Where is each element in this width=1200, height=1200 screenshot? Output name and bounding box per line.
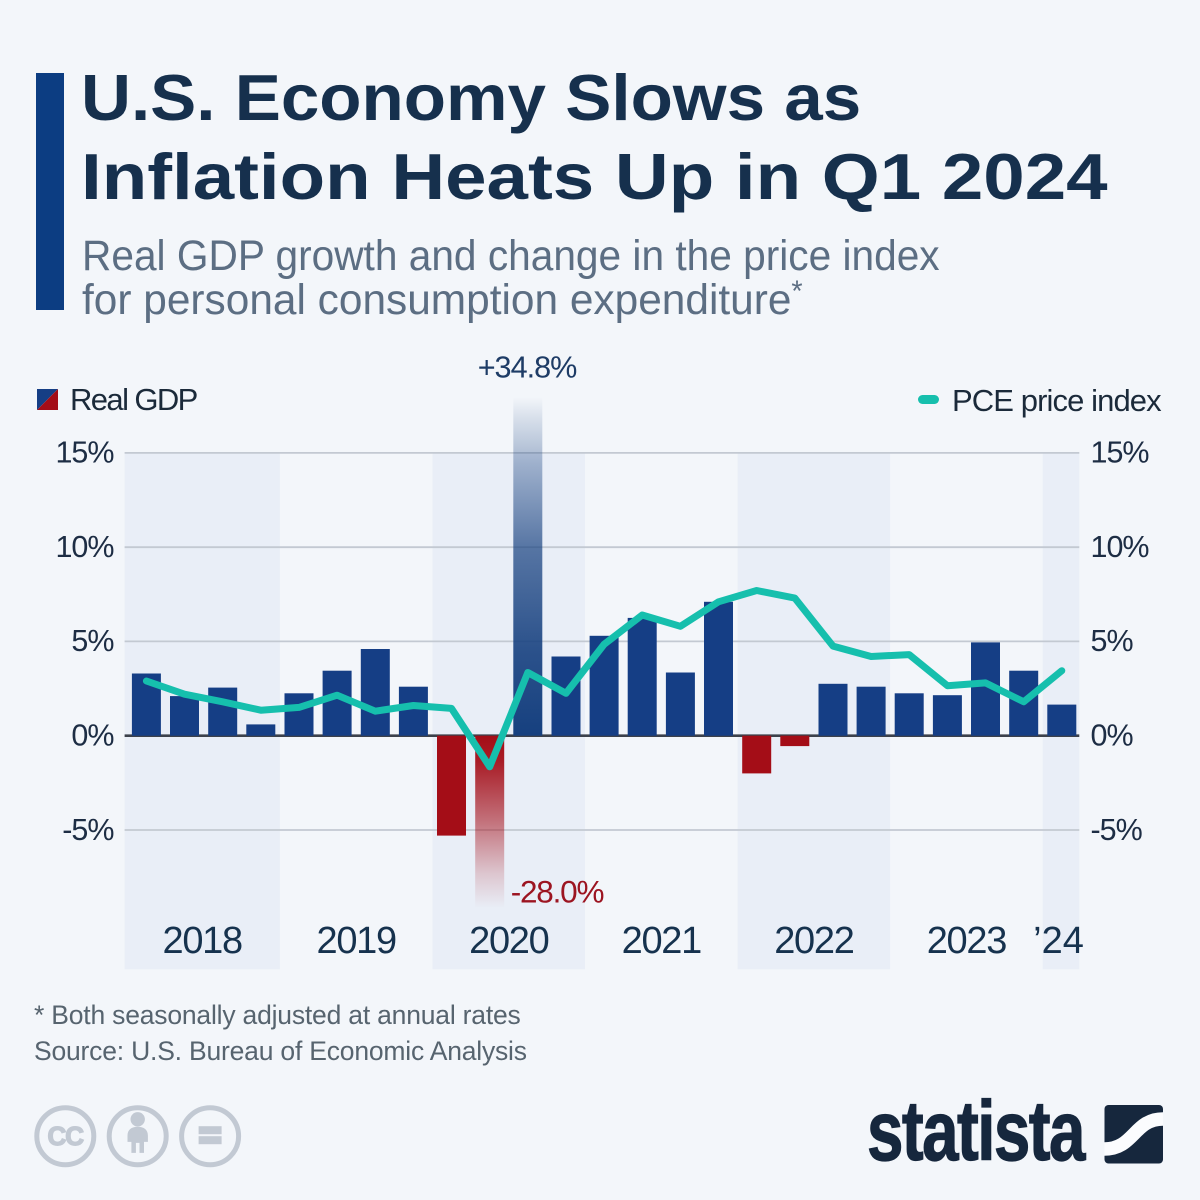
svg-text:5%: 5% [71, 624, 114, 658]
svg-text:CC: CC [48, 1121, 85, 1151]
svg-text:-5%: -5% [1091, 813, 1143, 847]
svg-text:15%: 15% [1091, 436, 1150, 470]
svg-text:+34.8%: +34.8% [478, 351, 577, 385]
svg-text:0%: 0% [71, 719, 114, 753]
svg-text:-5%: -5% [62, 813, 114, 847]
svg-text:10%: 10% [55, 530, 114, 564]
svg-text:2020: 2020 [469, 920, 549, 962]
svg-text:5%: 5% [1091, 624, 1134, 658]
svg-text:2021: 2021 [622, 920, 702, 962]
svg-text:2022: 2022 [774, 920, 854, 962]
svg-text:10%: 10% [1091, 530, 1150, 564]
svg-text:2023: 2023 [927, 920, 1007, 962]
svg-text:’24: ’24 [1033, 920, 1084, 962]
svg-text:0%: 0% [1091, 719, 1134, 753]
svg-text:statista: statista [867, 1095, 1086, 1170]
svg-text:-28.0%: -28.0% [511, 873, 604, 909]
svg-text:15%: 15% [55, 436, 114, 470]
svg-text:2019: 2019 [317, 920, 397, 962]
svg-text:2018: 2018 [163, 920, 243, 962]
